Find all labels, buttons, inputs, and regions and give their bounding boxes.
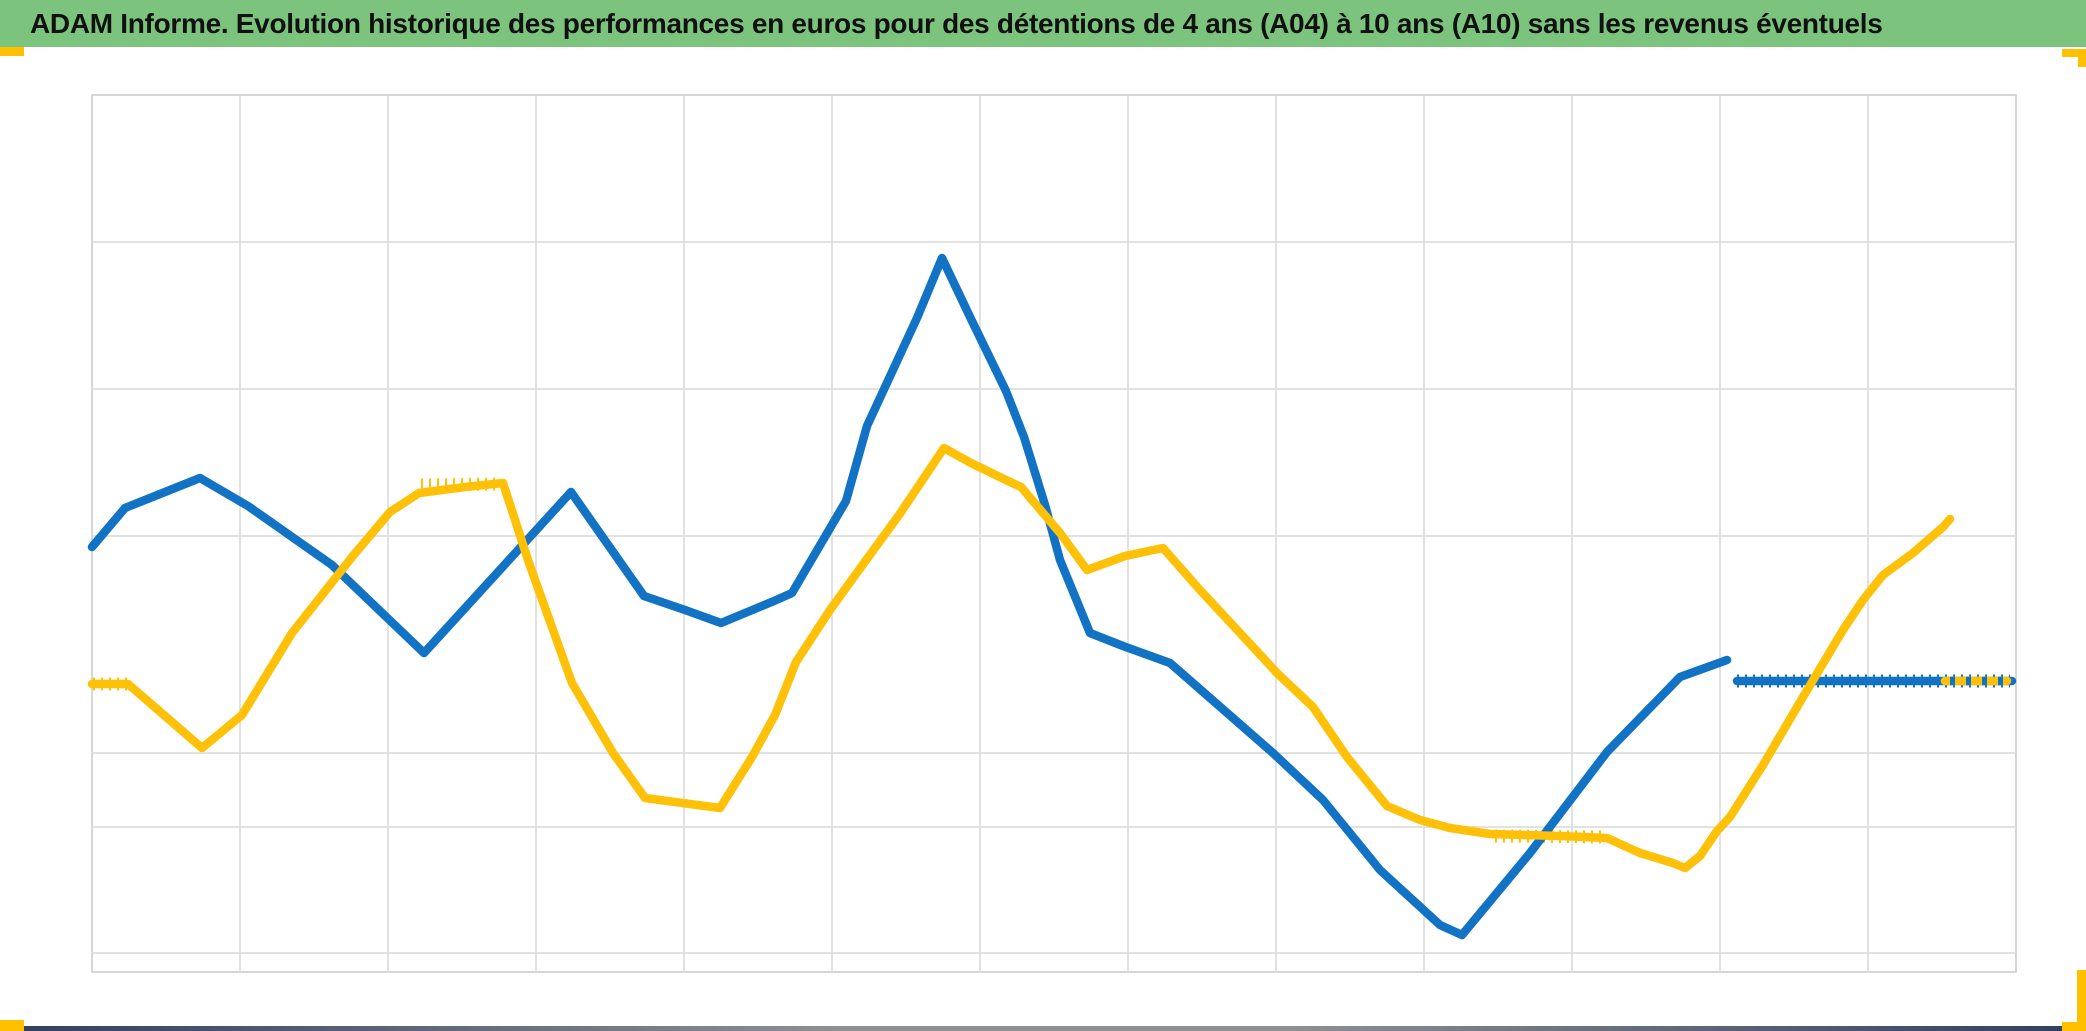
page-corner-mark-top-right-vertical — [2078, 49, 2086, 67]
page-corner-mark-bottom-right-horizontal — [2062, 1022, 2086, 1031]
page-corner-mark-bottom-right-vertical — [2077, 970, 2086, 1031]
page-corner-mark-top-right-horizontal — [2062, 49, 2086, 57]
series-gold-line — [87, 443, 1955, 873]
page-corner-mark-bottom-left — [0, 1020, 24, 1031]
series-blue-line — [87, 253, 1732, 940]
chart-title: ADAM Informe. Evolution historique des p… — [30, 7, 1883, 39]
page-corner-mark-top-left — [0, 47, 24, 56]
chart-title-bar: ADAM Informe. Evolution historique des p… — [0, 0, 2086, 47]
window-bottom-edge — [0, 1026, 2086, 1031]
